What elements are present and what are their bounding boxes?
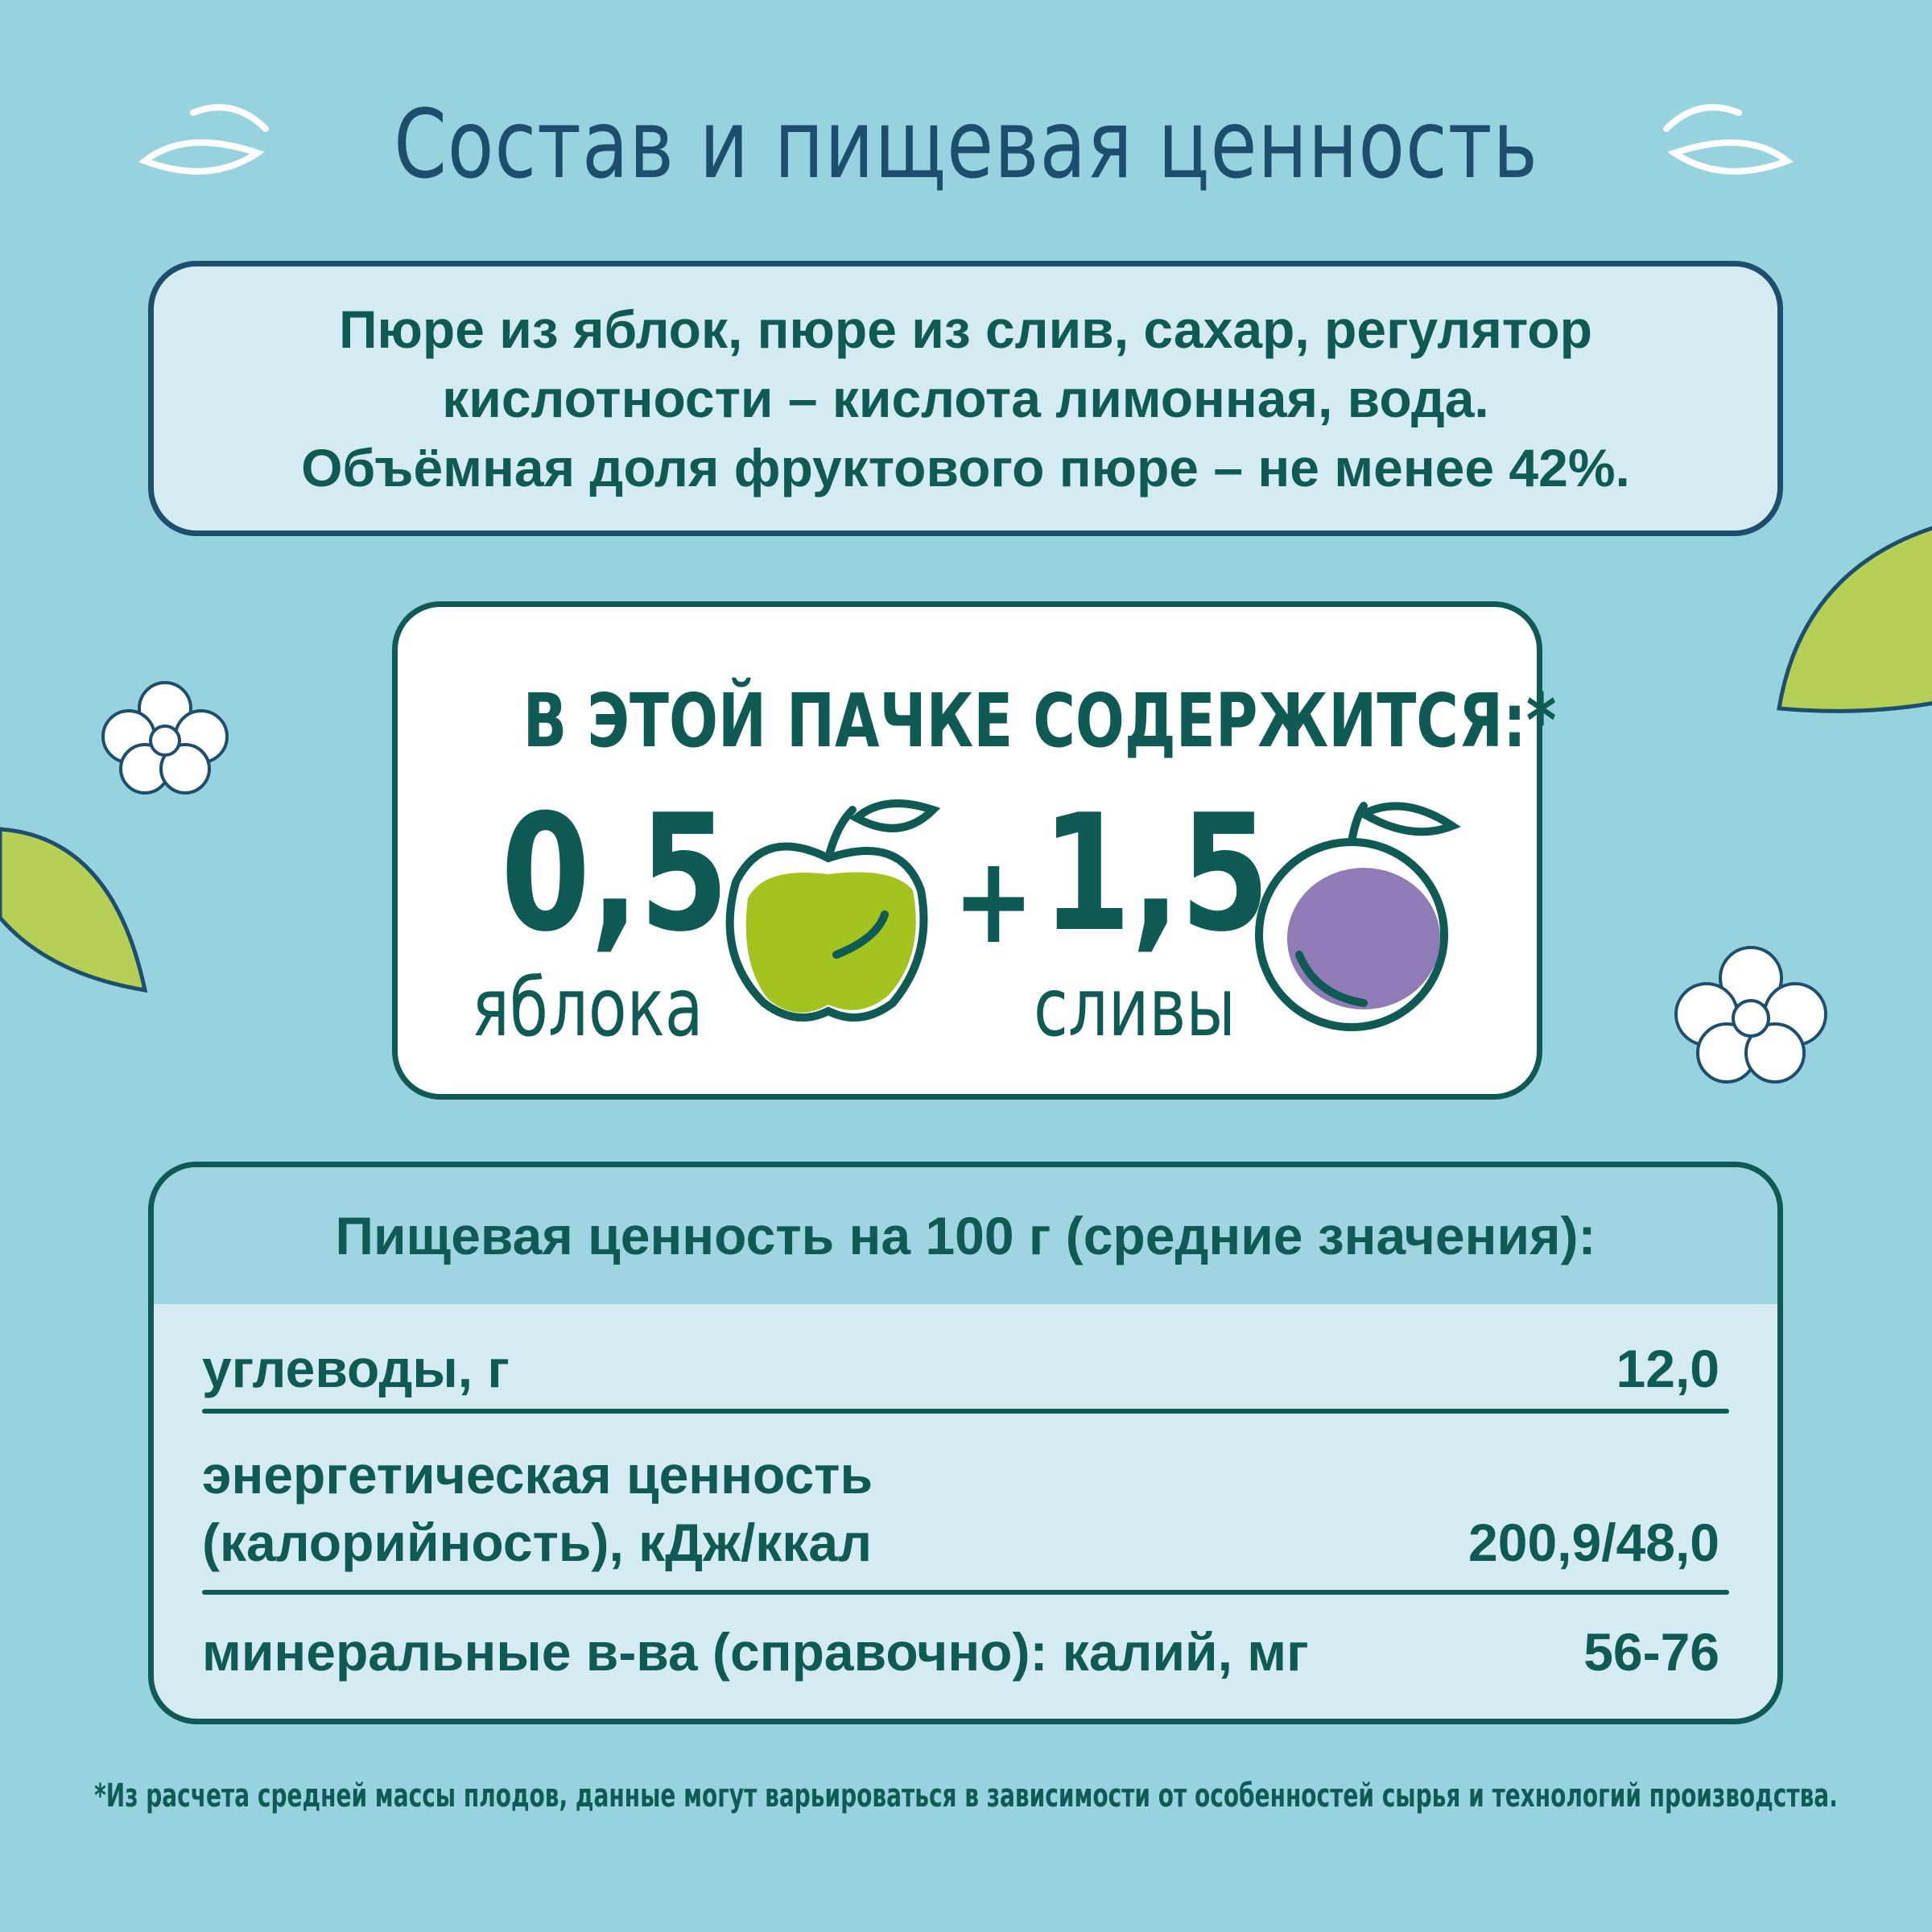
contents-panel: В ЭТОЙ ПАЧКЕ СОДЕРЖИТСЯ:* 0,5 яблока + 1… xyxy=(392,601,1557,1100)
table-row: энергетическая ценность (калорийность), … xyxy=(202,1441,1729,1576)
ingredients-line: Объёмная доля фруктового пюре – не менее… xyxy=(301,438,1630,497)
footnote: *Из расчета средней массы плодов, данные… xyxy=(94,1777,1838,1814)
leaf-sprout-icon-right xyxy=(1663,104,1794,175)
leaf-icon-left xyxy=(0,827,148,993)
contents-heading: В ЭТОЙ ПАЧКЕ СОДЕРЖИТСЯ:* xyxy=(522,678,1557,764)
apple-quantity: 0,5 xyxy=(501,780,729,968)
row-label-line1: энергетическая ценность xyxy=(202,1445,873,1505)
ingredients-panel: Пюре из яблок, пюре из слив, сахар, регу… xyxy=(148,261,1783,536)
plum-label: сливы xyxy=(1034,960,1236,1055)
row-label: углеводы, г xyxy=(202,1339,510,1398)
row-label: минеральные в-ва (справочно): калий, мг xyxy=(202,1622,1309,1682)
nutrition-table: Пищевая ценность на 100 г (средние значе… xyxy=(148,1162,1783,1724)
divider xyxy=(202,1590,1729,1595)
table-row: минеральные в-ва (справочно): калий, мг … xyxy=(202,1618,1729,1686)
flower-icon-left xyxy=(101,681,229,795)
row-value: 200,9/48,0 xyxy=(1468,1513,1719,1572)
apple-label: яблока xyxy=(472,960,704,1055)
row-value: 56-76 xyxy=(1583,1622,1719,1682)
apple-icon xyxy=(725,799,941,1022)
leaf-icon-right xyxy=(1777,526,1932,713)
leaf-sprout-icon-left xyxy=(138,104,269,175)
table-row: углеводы, г 12,0 xyxy=(202,1335,1729,1402)
divider xyxy=(202,1409,1729,1414)
row-label: (калорийность), кДж/ккал xyxy=(202,1513,872,1572)
ingredients-line: кислотности – кислота лимонная, вода. xyxy=(442,369,1489,428)
ingredients-line: Пюре из яблок, пюре из слив, сахар, регу… xyxy=(339,299,1592,359)
plum-icon xyxy=(1255,802,1461,1031)
page-title: Состав и пищевая ценность xyxy=(394,89,1538,200)
row-value: 12,0 xyxy=(1616,1339,1719,1398)
flower-icon-right xyxy=(1674,946,1827,1084)
plus-sign: + xyxy=(953,831,1034,971)
nutrition-header: Пищевая ценность на 100 г (средние значе… xyxy=(154,1167,1777,1304)
plum-quantity: 1,5 xyxy=(1042,780,1270,968)
